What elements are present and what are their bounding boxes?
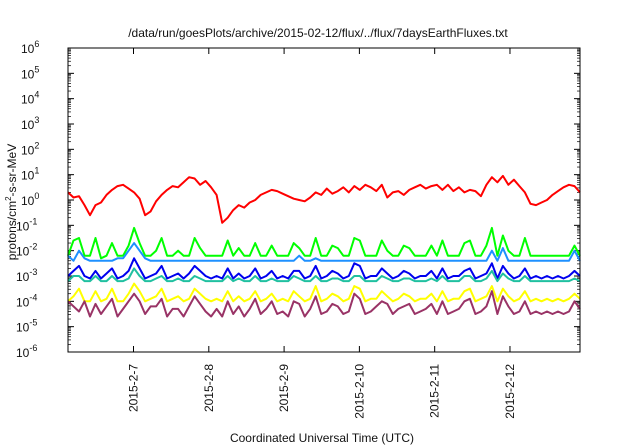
- chart-title: /data/run/goesPlots/archive/2015-02-12/f…: [128, 26, 508, 40]
- series-line-2: [67, 242, 581, 262]
- y-axis-label-main: protons/cm: [5, 201, 19, 260]
- y-tick-label: 10-6: [16, 343, 37, 360]
- y-tick-label: 10-4: [16, 292, 37, 309]
- series-line-3: [67, 257, 581, 280]
- y-tick-label: 10-1: [16, 216, 37, 233]
- series-line-5: [67, 282, 581, 303]
- y-tick-label: 10-2: [16, 242, 37, 259]
- series-line-0: [67, 174, 581, 224]
- plot-frame: [67, 47, 581, 353]
- y-axis-label-rest: -s-sr-MeV: [5, 144, 19, 197]
- y-tick-label: 102: [21, 140, 39, 157]
- y-tick-label: 101: [21, 166, 39, 183]
- series-line-4: [67, 267, 581, 283]
- y-tick-label: 104: [21, 90, 39, 107]
- y-tick-label: 105: [21, 64, 39, 81]
- y-axis-label-sup: 2: [4, 196, 13, 201]
- y-tick-label: 103: [21, 115, 39, 132]
- x-axis-label: Coordinated Universal Time (UTC): [230, 431, 414, 445]
- y-tick-label: 10-3: [16, 267, 37, 284]
- y-tick-label: 100: [21, 191, 39, 208]
- series-line-1: [67, 226, 581, 260]
- x-tick-label: 2015-2-8: [202, 364, 216, 412]
- y-axis-label: protons/cm2-s-sr-MeV: [4, 144, 19, 260]
- y-tick-label: 10-5: [16, 318, 37, 335]
- svg-text:protons/cm2-s-sr-MeV: protons/cm2-s-sr-MeV: [4, 144, 19, 260]
- x-tick-label: 2015-2-11: [428, 364, 442, 418]
- y-tick-label: 106: [21, 39, 39, 56]
- series-line-6: [67, 290, 581, 318]
- x-tick-label: 2015-2-9: [277, 364, 291, 412]
- x-tick-label: 2015-2-7: [127, 364, 141, 412]
- x-tick-label: 2015-2-12: [503, 364, 517, 419]
- x-tick-label: 2015-2-10: [352, 364, 366, 419]
